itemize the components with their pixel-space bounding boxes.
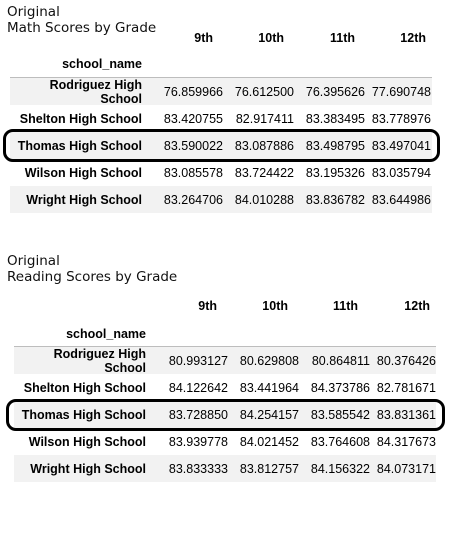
math-caption: Original Math Scores by Grade [7,4,156,36]
reading-index-name: school_name [14,327,146,341]
reading-col-12th: 12th [370,299,430,313]
row-label: Wilson High School [14,435,146,449]
table-row: Wilson High School 83.085578 83.724422 8… [10,159,432,186]
table-cell: 83.836782 [295,193,365,207]
table-cell: 83.833333 [158,462,228,476]
table-cell: 76.612500 [224,85,294,99]
table-cell: 83.195326 [295,166,365,180]
table-cell: 83.035794 [361,166,431,180]
math-col-9th: 9th [153,31,213,45]
table-row: Wright High School 83.833333 83.812757 8… [14,455,436,482]
math-index-name: school_name [10,57,142,71]
table-row: Wright High School 83.264706 84.010288 8… [10,186,432,213]
table-cell: 82.781671 [366,381,436,395]
table-cell: 80.993127 [158,354,228,368]
row-label: Wilson High School [10,166,142,180]
table-row: Rodriguez High School 80.993127 80.62980… [14,347,436,374]
reading-caption: Original Reading Scores by Grade [7,253,177,285]
table-cell: 83.085578 [153,166,223,180]
table-cell: 76.859966 [153,85,223,99]
math-col-12th: 12th [366,31,426,45]
row-label: Wright High School [14,462,146,476]
thomas-row-highlight [3,129,440,162]
table-cell: 82.917411 [224,112,294,126]
math-caption-line1: Original [7,4,156,20]
math-caption-line2: Math Scores by Grade [7,20,156,36]
table-cell: 83.939778 [158,435,228,449]
row-label: Rodriguez High School [14,347,146,375]
table-cell: 84.010288 [224,193,294,207]
table-cell: 83.724422 [224,166,294,180]
table-cell: 80.376426 [366,354,436,368]
table-row: Shelton High School 84.122642 83.441964 … [14,374,436,401]
table-cell: 84.156322 [300,462,370,476]
thomas-row-highlight [6,399,445,431]
table-cell: 84.122642 [158,381,228,395]
table-cell: 80.864811 [300,354,370,368]
math-col-11th: 11th [295,31,355,45]
row-label: Wright High School [10,193,142,207]
row-label: Shelton High School [10,112,142,126]
math-col-10th: 10th [224,31,284,45]
table-cell: 80.629808 [229,354,299,368]
table-cell: 83.764608 [300,435,370,449]
table-cell: 84.317673 [366,435,436,449]
table-cell: 77.690748 [361,85,431,99]
table-row: Shelton High School 83.420755 82.917411 … [10,105,432,132]
reading-caption-line1: Original [7,253,177,269]
table-cell: 83.264706 [153,193,223,207]
table-row: Rodriguez High School 76.859966 76.61250… [10,78,432,105]
table-cell: 83.383495 [295,112,365,126]
table-cell: 83.420755 [153,112,223,126]
table-cell: 83.644986 [361,193,431,207]
row-label: Rodriguez High School [10,78,142,106]
table-cell: 83.812757 [229,462,299,476]
reading-col-10th: 10th [228,299,288,313]
reading-col-11th: 11th [298,299,358,313]
table-cell: 84.373786 [300,381,370,395]
table-row: Wilson High School 83.939778 84.021452 8… [14,428,436,455]
table-cell: 84.073171 [366,462,436,476]
table-cell: 76.395626 [295,85,365,99]
table-cell: 84.021452 [229,435,299,449]
reading-col-9th: 9th [157,299,217,313]
table-cell: 83.441964 [229,381,299,395]
row-label: Shelton High School [14,381,146,395]
reading-caption-line2: Reading Scores by Grade [7,269,177,285]
table-cell: 83.778976 [361,112,431,126]
